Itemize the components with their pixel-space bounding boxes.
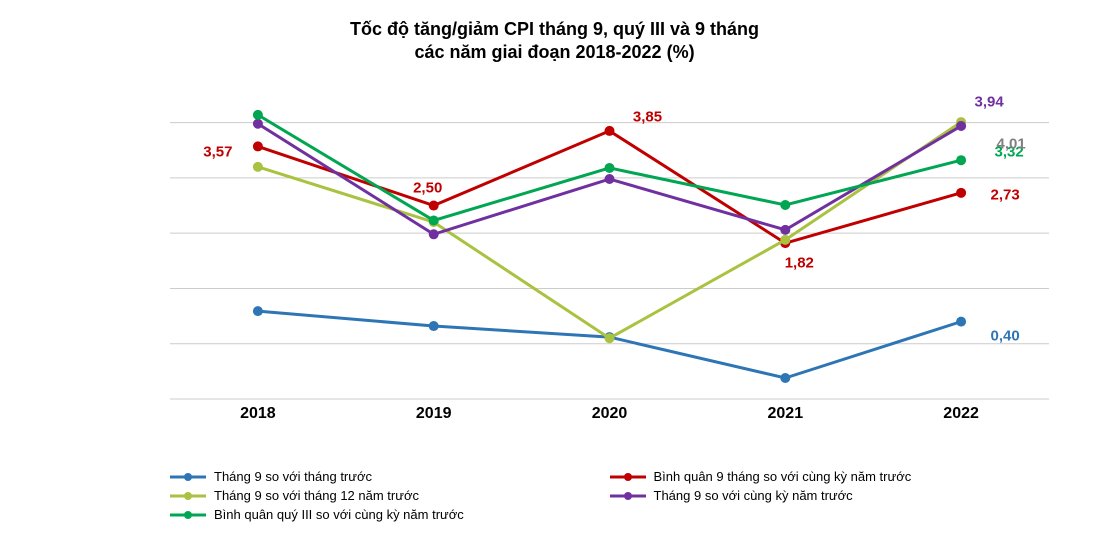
series-marker-s5 [253, 110, 263, 120]
series-marker-s2 [605, 126, 615, 136]
point-label: 2,73 [990, 186, 1019, 203]
series-marker-s4 [429, 229, 439, 239]
point-label: 2,50 [413, 179, 442, 196]
legend-swatch [610, 470, 646, 484]
x-axis-label: 2019 [416, 405, 452, 423]
series-marker-s2 [956, 188, 966, 198]
x-axis-label: 2022 [943, 405, 979, 423]
series-marker-s5 [780, 200, 790, 210]
legend-label: Tháng 9 so với tháng 12 năm trước [214, 488, 419, 503]
cpi-line-chart: Tốc độ tăng/giảm CPI tháng 9, quý III và… [0, 0, 1109, 539]
point-label: 3,94 [974, 93, 1003, 110]
series-marker-s5 [605, 163, 615, 173]
series-marker-s2 [429, 201, 439, 211]
point-label: 4,01 [996, 136, 1025, 153]
series-marker-s4 [780, 225, 790, 235]
series-marker-s4 [253, 119, 263, 129]
x-axis-label: 2020 [592, 405, 628, 423]
title-line-2: các năm giai đoạn 2018-2022 (%) [0, 41, 1109, 64]
legend-item: Tháng 9 so với cùng kỳ năm trước [610, 486, 1050, 505]
x-axis-labels: 2018 2019 2020 2021 2022 [170, 405, 1049, 429]
legend-swatch [170, 489, 206, 503]
series-marker-s1 [253, 306, 263, 316]
legend: Tháng 9 so với tháng trước Bình quân 9 th… [170, 467, 1049, 524]
plot-svg [170, 95, 1049, 399]
series-marker-s1 [429, 321, 439, 331]
legend-swatch [170, 470, 206, 484]
legend-label: Tháng 9 so với tháng trước [214, 469, 372, 484]
series-marker-s3 [780, 235, 790, 245]
series-marker-s5 [429, 215, 439, 225]
series-marker-s1 [780, 373, 790, 383]
legend-item: Tháng 9 so với tháng 12 năm trước [170, 486, 610, 505]
series-marker-s4 [956, 121, 966, 131]
plot-area: 3,572,503,851,822,733,943,324,010,40 [170, 95, 1049, 399]
chart-title: Tốc độ tăng/giảm CPI tháng 9, quý III và… [0, 0, 1109, 65]
legend-item: Bình quân quý III so với cùng kỳ năm trư… [170, 505, 610, 524]
point-label: 1,82 [785, 255, 814, 272]
series-marker-s3 [605, 333, 615, 343]
x-axis-label: 2021 [768, 405, 804, 423]
series-marker-s4 [605, 174, 615, 184]
point-label: 3,57 [203, 144, 232, 161]
point-label: 3,85 [633, 108, 662, 125]
legend-item: Tháng 9 so với tháng trước [170, 467, 610, 486]
series-marker-s5 [956, 155, 966, 165]
legend-swatch [610, 489, 646, 503]
legend-label: Tháng 9 so với cùng kỳ năm trước [654, 488, 853, 503]
legend-label: Bình quân quý III so với cùng kỳ năm trư… [214, 507, 464, 522]
series-marker-s3 [253, 162, 263, 172]
legend-swatch [170, 508, 206, 522]
series-marker-s2 [253, 141, 263, 151]
x-axis-label: 2018 [240, 405, 276, 423]
point-label: 0,40 [990, 327, 1019, 344]
legend-item: Bình quân 9 tháng so với cùng kỳ năm trư… [610, 467, 1050, 486]
series-marker-s1 [956, 317, 966, 327]
series-line-s1 [258, 311, 961, 378]
series-line-s3 [258, 122, 961, 338]
legend-label: Bình quân 9 tháng so với cùng kỳ năm trư… [654, 469, 912, 484]
title-line-1: Tốc độ tăng/giảm CPI tháng 9, quý III và… [0, 18, 1109, 41]
